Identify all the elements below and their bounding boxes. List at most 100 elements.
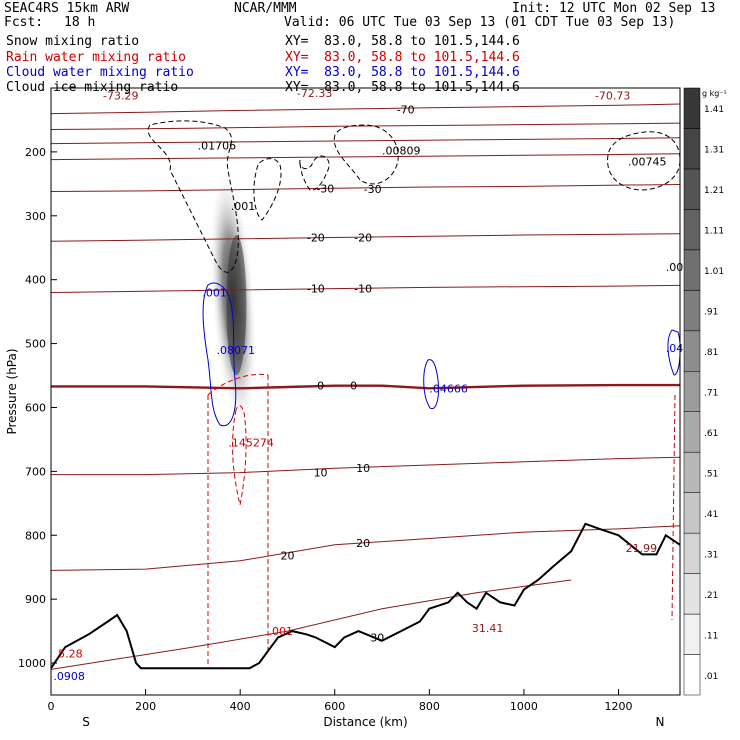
colorbar-bin xyxy=(683,290,701,332)
colorbar-label: .81 xyxy=(704,348,718,358)
temp-contour-label: -30 xyxy=(316,182,334,195)
snow-contour xyxy=(333,124,399,185)
temp-contour-label: -30 xyxy=(364,183,382,196)
colorbar-unit: g kg⁻¹ xyxy=(702,89,727,98)
temp-contour-label: 10 xyxy=(356,462,370,475)
extremum-label: .001 xyxy=(269,625,294,638)
cloud-ice-contour xyxy=(147,120,239,273)
y-axis-label: Pressure (hPa) xyxy=(5,348,19,434)
extremum-label: .00745 xyxy=(628,155,667,168)
temp-contour-label: 10 xyxy=(314,467,328,480)
init-time: Init: 12 UTC Mon 02 Sep 13 xyxy=(512,1,716,16)
south-label: S xyxy=(82,715,90,729)
colorbar-bin xyxy=(683,451,701,493)
cloud-water-contour xyxy=(423,359,439,410)
y-tick-label: 400 xyxy=(25,274,46,287)
y-tick-label: 800 xyxy=(25,529,46,542)
x-tick-label: 800 xyxy=(419,700,440,713)
colorbar-label: .61 xyxy=(704,429,718,439)
extremum-label: 21.99 xyxy=(626,542,658,555)
y-tick-label: 700 xyxy=(25,465,46,478)
colorbar-label: .21 xyxy=(704,591,718,601)
temp-contour-label: 20 xyxy=(280,550,294,563)
x-tick-label: 0 xyxy=(48,700,55,713)
y-tick-label: 600 xyxy=(25,401,46,414)
y-tick-label: 200 xyxy=(25,146,46,159)
colorbar-label: 1.11 xyxy=(704,227,724,237)
colorbar-bin xyxy=(683,492,701,534)
extremum-label: .01706 xyxy=(198,140,237,153)
temp-contour xyxy=(50,122,681,130)
colorbar-label: .51 xyxy=(704,469,718,479)
north-label: N xyxy=(656,715,665,729)
temp-contour xyxy=(50,184,681,192)
fcst-label: Fcst: xyxy=(4,15,44,30)
extremum-label: .00809 xyxy=(382,145,421,158)
temp-contour-label: -20 xyxy=(354,232,372,245)
extremum-label: .04666 xyxy=(429,382,468,395)
extremum-label: -70.73 xyxy=(595,90,630,103)
cloud-ice-contour xyxy=(299,155,330,191)
temp-contour-label: 0 xyxy=(350,380,357,393)
temp-contour-label: -20 xyxy=(307,232,325,245)
temp-contour-label: 20 xyxy=(356,537,370,550)
rain-contour xyxy=(232,405,247,506)
temp-contour xyxy=(50,579,572,670)
field-snow-xy: XY= 83.0, 58.8 to 101.5,144.6 xyxy=(285,34,520,49)
colorbar-bin xyxy=(683,371,701,412)
temp-contour xyxy=(50,233,681,242)
extremum-label: .001 xyxy=(231,200,256,213)
colorbar-label: 1.21 xyxy=(704,186,724,196)
colorbar-bin xyxy=(683,209,701,251)
colorbar-bin xyxy=(683,128,701,170)
x-tick-label: 1200 xyxy=(605,700,633,713)
extremum-label: .08071 xyxy=(217,344,256,357)
y-tick-label: 300 xyxy=(25,210,46,223)
colorbar-bin xyxy=(683,249,701,291)
colorbar-bin xyxy=(683,411,701,453)
field-cloudwater-xy: XY= 83.0, 58.8 to 101.5,144.6 xyxy=(285,65,520,80)
cloud-water-contour xyxy=(202,282,237,427)
colorbar-label: .11 xyxy=(704,631,718,641)
colorbar-label: 1.01 xyxy=(704,267,724,277)
cloud-ice-contour xyxy=(253,158,282,221)
extremum-label: 5.28 xyxy=(58,647,83,660)
colorbar-bin xyxy=(683,573,701,615)
colorbar-label: .01 xyxy=(704,672,718,682)
valid-time: Valid: 06 UTC Tue 03 Sep 13 (01 CDT Tue … xyxy=(284,15,676,30)
terrain-line xyxy=(50,522,681,670)
y-tick-label: 500 xyxy=(25,338,46,351)
rain-contour xyxy=(671,394,676,621)
org-label: NCAR/MMM xyxy=(234,1,297,16)
x-axis-label: Distance (km) xyxy=(323,715,407,729)
colorbar-bin xyxy=(683,613,701,655)
temp-contour xyxy=(50,284,681,293)
snow-contour xyxy=(607,131,681,191)
plot-frame xyxy=(50,87,681,696)
temp-contour xyxy=(50,137,681,145)
extremum-label: -73.29 xyxy=(103,90,138,103)
x-tick-label: 400 xyxy=(230,700,251,713)
colorbar-label: 1.31 xyxy=(704,146,724,156)
colorbar-label: .91 xyxy=(704,308,718,318)
fcst-value: 18 h xyxy=(64,15,96,30)
colorbar-bin xyxy=(683,654,701,696)
temp-contour xyxy=(51,383,680,390)
temp-contour-label: -10 xyxy=(307,283,325,296)
x-tick-label: 200 xyxy=(135,700,156,713)
field-rain-name: Rain water mixing ratio xyxy=(6,50,187,65)
colorbar-label: .41 xyxy=(704,510,718,520)
temp-contour xyxy=(50,153,681,161)
colorbar-bin xyxy=(683,532,701,574)
temp-contour-label: 0 xyxy=(317,380,324,393)
colorbar-bin xyxy=(683,330,701,372)
temp-contour-label: -10 xyxy=(354,283,372,296)
x-tick-label: 600 xyxy=(324,700,345,713)
extremum-label: .0908 xyxy=(53,670,85,683)
colorbar-label: 1.41 xyxy=(704,105,724,115)
extremum-label: .001 xyxy=(202,286,227,299)
field-rain-xy: XY= 83.0, 58.8 to 101.5,144.6 xyxy=(285,50,520,65)
rain-contour xyxy=(207,373,269,665)
extremum-label: -72.33 xyxy=(297,87,332,100)
